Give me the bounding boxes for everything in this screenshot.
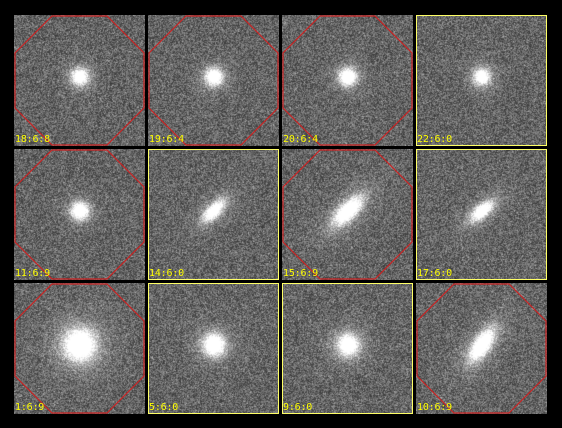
cutout-tile[interactable]: 20:6:4 xyxy=(282,15,413,146)
cutout-tile[interactable]: 19:6:4 xyxy=(148,15,279,146)
tile-label: 9:6:0 xyxy=(283,402,313,413)
galaxy-cutout-icon xyxy=(148,149,279,280)
galaxy-cutout-icon xyxy=(148,15,279,146)
tile-label: 20:6:4 xyxy=(283,134,318,145)
cutout-tile[interactable]: 10:6:9 xyxy=(416,283,547,414)
tile-label: 18:6:8 xyxy=(15,134,50,145)
galaxy-cutout-icon xyxy=(14,283,145,414)
tile-label: 10:6:9 xyxy=(417,402,452,413)
galaxy-cutout-icon xyxy=(416,283,547,414)
cutout-tile[interactable]: 5:6:0 xyxy=(148,283,279,414)
tile-label: 1:6:9 xyxy=(15,402,45,413)
galaxy-cutout-icon xyxy=(14,15,145,146)
galaxy-cutout-icon xyxy=(14,149,145,280)
cutout-tile[interactable]: 22:6:0 xyxy=(416,15,547,146)
galaxy-cutout-icon xyxy=(416,15,547,146)
galaxy-cutout-icon xyxy=(416,149,547,280)
cutout-tile[interactable]: 9:6:0 xyxy=(282,283,413,414)
tile-label: 11:6:9 xyxy=(15,268,50,279)
galaxy-cutout-icon xyxy=(282,283,413,414)
tile-label: 15:6:9 xyxy=(283,268,318,279)
cutout-tile[interactable]: 1:6:9 xyxy=(14,283,145,414)
tile-label: 14:6:0 xyxy=(149,268,184,279)
cutout-tile[interactable]: 15:6:9 xyxy=(282,149,413,280)
tile-label: 19:6:4 xyxy=(149,134,184,145)
galaxy-cutout-icon xyxy=(282,15,413,146)
galaxy-cutout-icon xyxy=(282,149,413,280)
tile-label: 22:6:0 xyxy=(417,134,452,145)
tile-label: 17:6:0 xyxy=(417,268,452,279)
cutout-tile[interactable]: 17:6:0 xyxy=(416,149,547,280)
cutout-tile[interactable]: 11:6:9 xyxy=(14,149,145,280)
cutout-tile[interactable]: 14:6:0 xyxy=(148,149,279,280)
cutout-tile[interactable]: 18:6:8 xyxy=(14,15,145,146)
tile-label: 5:6:0 xyxy=(149,402,179,413)
galaxy-cutout-icon xyxy=(148,283,279,414)
